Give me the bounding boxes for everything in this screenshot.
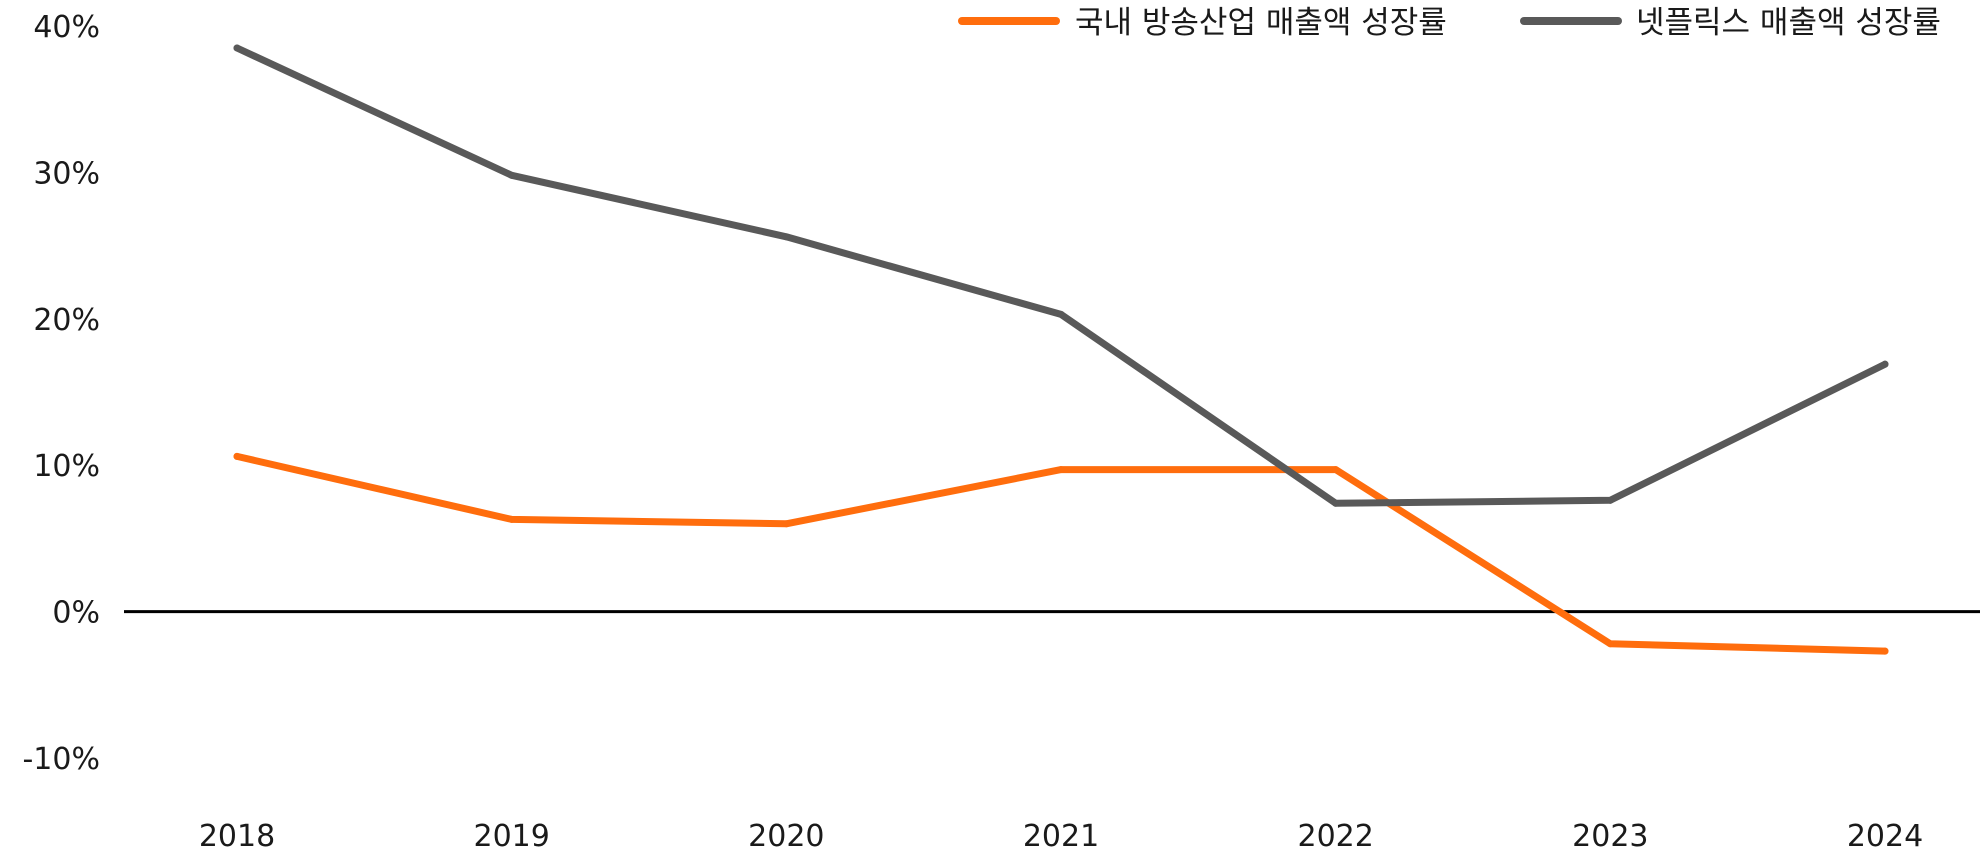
x-tick-label: 2023 [1572,819,1648,848]
x-tick-label: 2022 [1297,819,1373,848]
y-tick-label: 40% [33,10,100,45]
data-point [1057,310,1065,318]
data-point [1881,647,1889,655]
data-point [1606,496,1614,504]
legend-label: 국내 방송산업 매출액 성장률 [1075,5,1447,41]
data-point [782,520,790,528]
data-point [1881,360,1889,368]
y-tick-label: -10% [22,742,100,777]
x-tick-label: 2021 [1023,819,1099,848]
data-point [1057,466,1065,474]
y-axis: 40% 30% 20% 10% 0% -10% [22,10,100,777]
legend: 국내 방송산업 매출액 성장률 넷플릭스 매출액 성장률 [958,5,1941,41]
legend-label: 넷플릭스 매출액 성장률 [1636,5,1941,41]
x-tick-label: 2020 [748,819,824,848]
data-point [1606,640,1614,648]
y-tick-label: 30% [33,156,100,191]
series-layer [233,44,1889,655]
data-point [782,233,790,241]
y-tick-label: 10% [33,449,100,484]
y-tick-label: 0% [52,596,100,631]
y-tick-label: 20% [33,303,100,338]
data-point [508,515,516,523]
x-tick-label: 2018 [199,819,275,848]
x-tick-label: 2019 [473,819,549,848]
data-point [1332,499,1340,507]
x-axis: 2018 2019 2020 2021 2022 2023 2024 [199,819,1923,848]
data-point [1332,466,1340,474]
data-point [508,171,516,179]
series-line-2 [233,44,1889,507]
x-tick-label: 2024 [1847,819,1923,848]
data-point [233,44,241,52]
data-point [233,452,241,460]
